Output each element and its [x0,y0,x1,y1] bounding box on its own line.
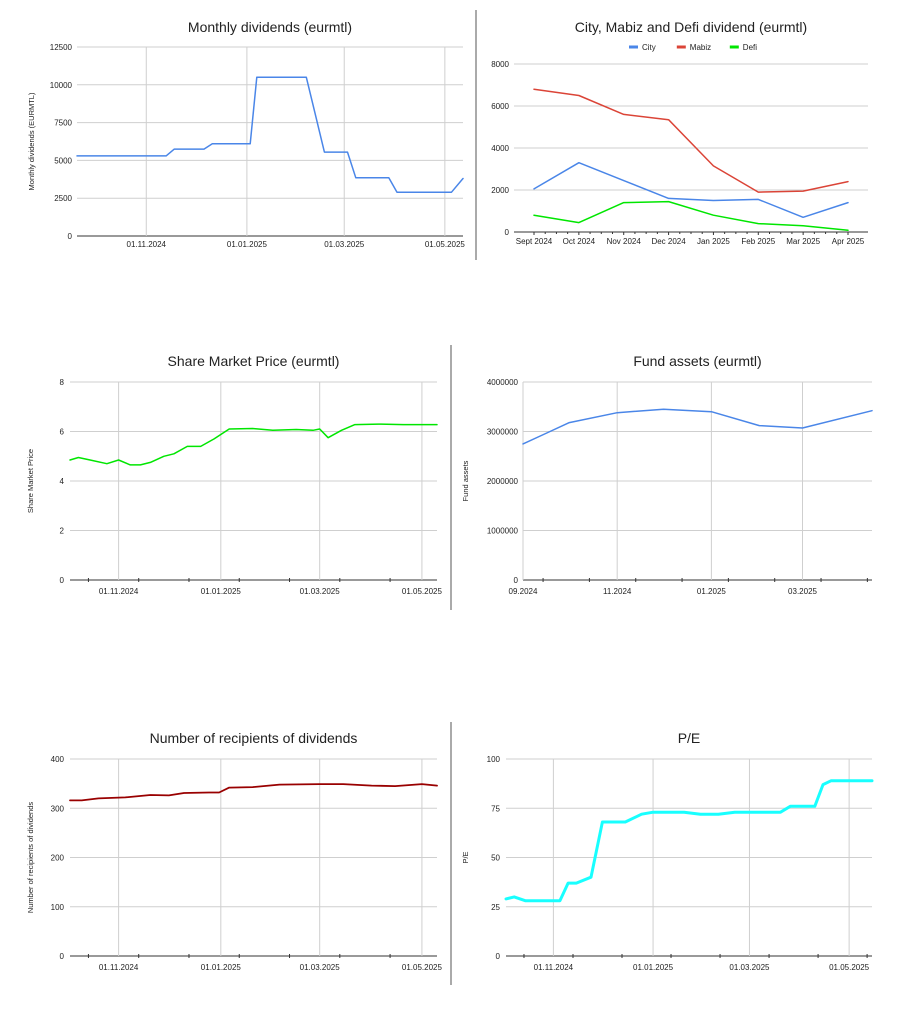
y-tick-label: 1000000 [487,527,519,536]
y-tick-label: 0 [68,232,73,241]
x-tick-label: Nov 2024 [607,237,642,246]
series-line [504,779,874,903]
y-tick-label: 100 [487,755,501,764]
y-tick-label: 10000 [50,81,73,90]
y-tick-label: 8 [60,378,65,387]
y-tick-label: 4 [60,477,65,486]
y-tick-label: 300 [51,804,65,813]
y-tick-label: 200 [51,854,65,863]
y-tick-label: 100 [51,903,65,912]
x-tick-label: Sept 2024 [516,237,553,246]
x-tick-label: 01.03.2025 [300,963,341,972]
x-tick-label: 01.11.2024 [534,963,574,972]
chart-title: City, Mabiz and Defi dividend (eurmtl) [575,19,807,35]
y-tick-label: 75 [491,804,500,813]
x-tick-label: 01.2025 [697,587,726,596]
y-axis-label: P/E [461,851,470,863]
y-tick-label: 4000 [491,144,509,153]
x-tick-label: Mar 2025 [786,237,820,246]
legend-label: Mabiz [690,43,711,52]
y-tick-label: 0 [496,952,501,961]
y-tick-label: 4000000 [487,378,519,387]
y-tick-label: 2000000 [487,477,519,486]
x-tick-label: 01.05.2025 [425,240,466,249]
y-tick-label: 0 [60,576,65,585]
x-tick-label: 01.01.2025 [201,587,242,596]
y-tick-label: 5000 [54,156,72,165]
y-tick-label: 6000 [491,102,509,111]
y-axis-label: Fund assets [461,460,470,501]
x-tick-label: 01.01.2025 [633,963,674,972]
y-axis-label: Monthly dividends (EURMTL) [27,92,36,190]
y-tick-label: 2500 [54,194,72,203]
chart-title: Fund assets (eurmtl) [633,353,761,369]
x-tick-label: Feb 2025 [741,237,775,246]
x-tick-label: 01.03.2025 [729,963,770,972]
legend-label: City [642,43,656,52]
x-tick-label: Jan 2025 [697,237,730,246]
y-tick-label: 0 [505,228,510,237]
chart-title: Monthly dividends (eurmtl) [188,19,352,35]
chart-title: Number of recipients of dividends [150,730,358,746]
series-line [522,408,873,445]
series-line-defi [533,200,849,232]
series-line [76,76,464,193]
y-tick-label: 6 [60,428,65,437]
series-line [69,423,438,466]
x-tick-label: 01.11.2024 [127,240,167,249]
y-tick-label: 7500 [54,119,72,128]
x-tick-label: 01.05.2025 [829,963,870,972]
x-tick-label: 01.01.2025 [201,963,242,972]
x-tick-label: 01.05.2025 [402,963,443,972]
x-tick-label: 01.03.2025 [300,587,341,596]
x-tick-label: Oct 2024 [563,237,596,246]
y-tick-label: 0 [60,952,65,961]
y-tick-label: 2 [60,527,65,536]
series-line-city [533,161,849,219]
x-tick-label: Dec 2024 [651,237,686,246]
y-tick-label: 400 [51,755,65,764]
y-axis-label: Number of recipients of dividends [26,802,35,914]
x-tick-label: 01.01.2025 [227,240,268,249]
x-tick-label: 01.11.2024 [99,587,139,596]
x-tick-label: 01.03.2025 [324,240,365,249]
y-tick-label: 12500 [50,43,73,52]
y-tick-label: 3000000 [487,428,519,437]
series-line [69,783,438,802]
series-line-mabiz [533,88,849,193]
x-tick-label: Apr 2025 [832,237,865,246]
y-tick-label: 8000 [491,60,509,69]
chart-title: P/E [678,730,701,746]
y-tick-label: 25 [491,903,500,912]
y-tick-label: 0 [514,576,519,585]
y-tick-label: 2000 [491,186,509,195]
x-tick-label: 09.2024 [509,587,538,596]
x-tick-label: 03.2025 [788,587,817,596]
x-tick-label: 01.11.2024 [99,963,139,972]
legend-label: Defi [743,43,757,52]
x-tick-label: 01.05.2025 [402,587,443,596]
y-tick-label: 50 [491,854,500,863]
y-axis-label: Share Market Price [26,449,35,513]
x-tick-label: 11.2024 [603,587,632,596]
chart-title: Share Market Price (eurmtl) [168,353,340,369]
